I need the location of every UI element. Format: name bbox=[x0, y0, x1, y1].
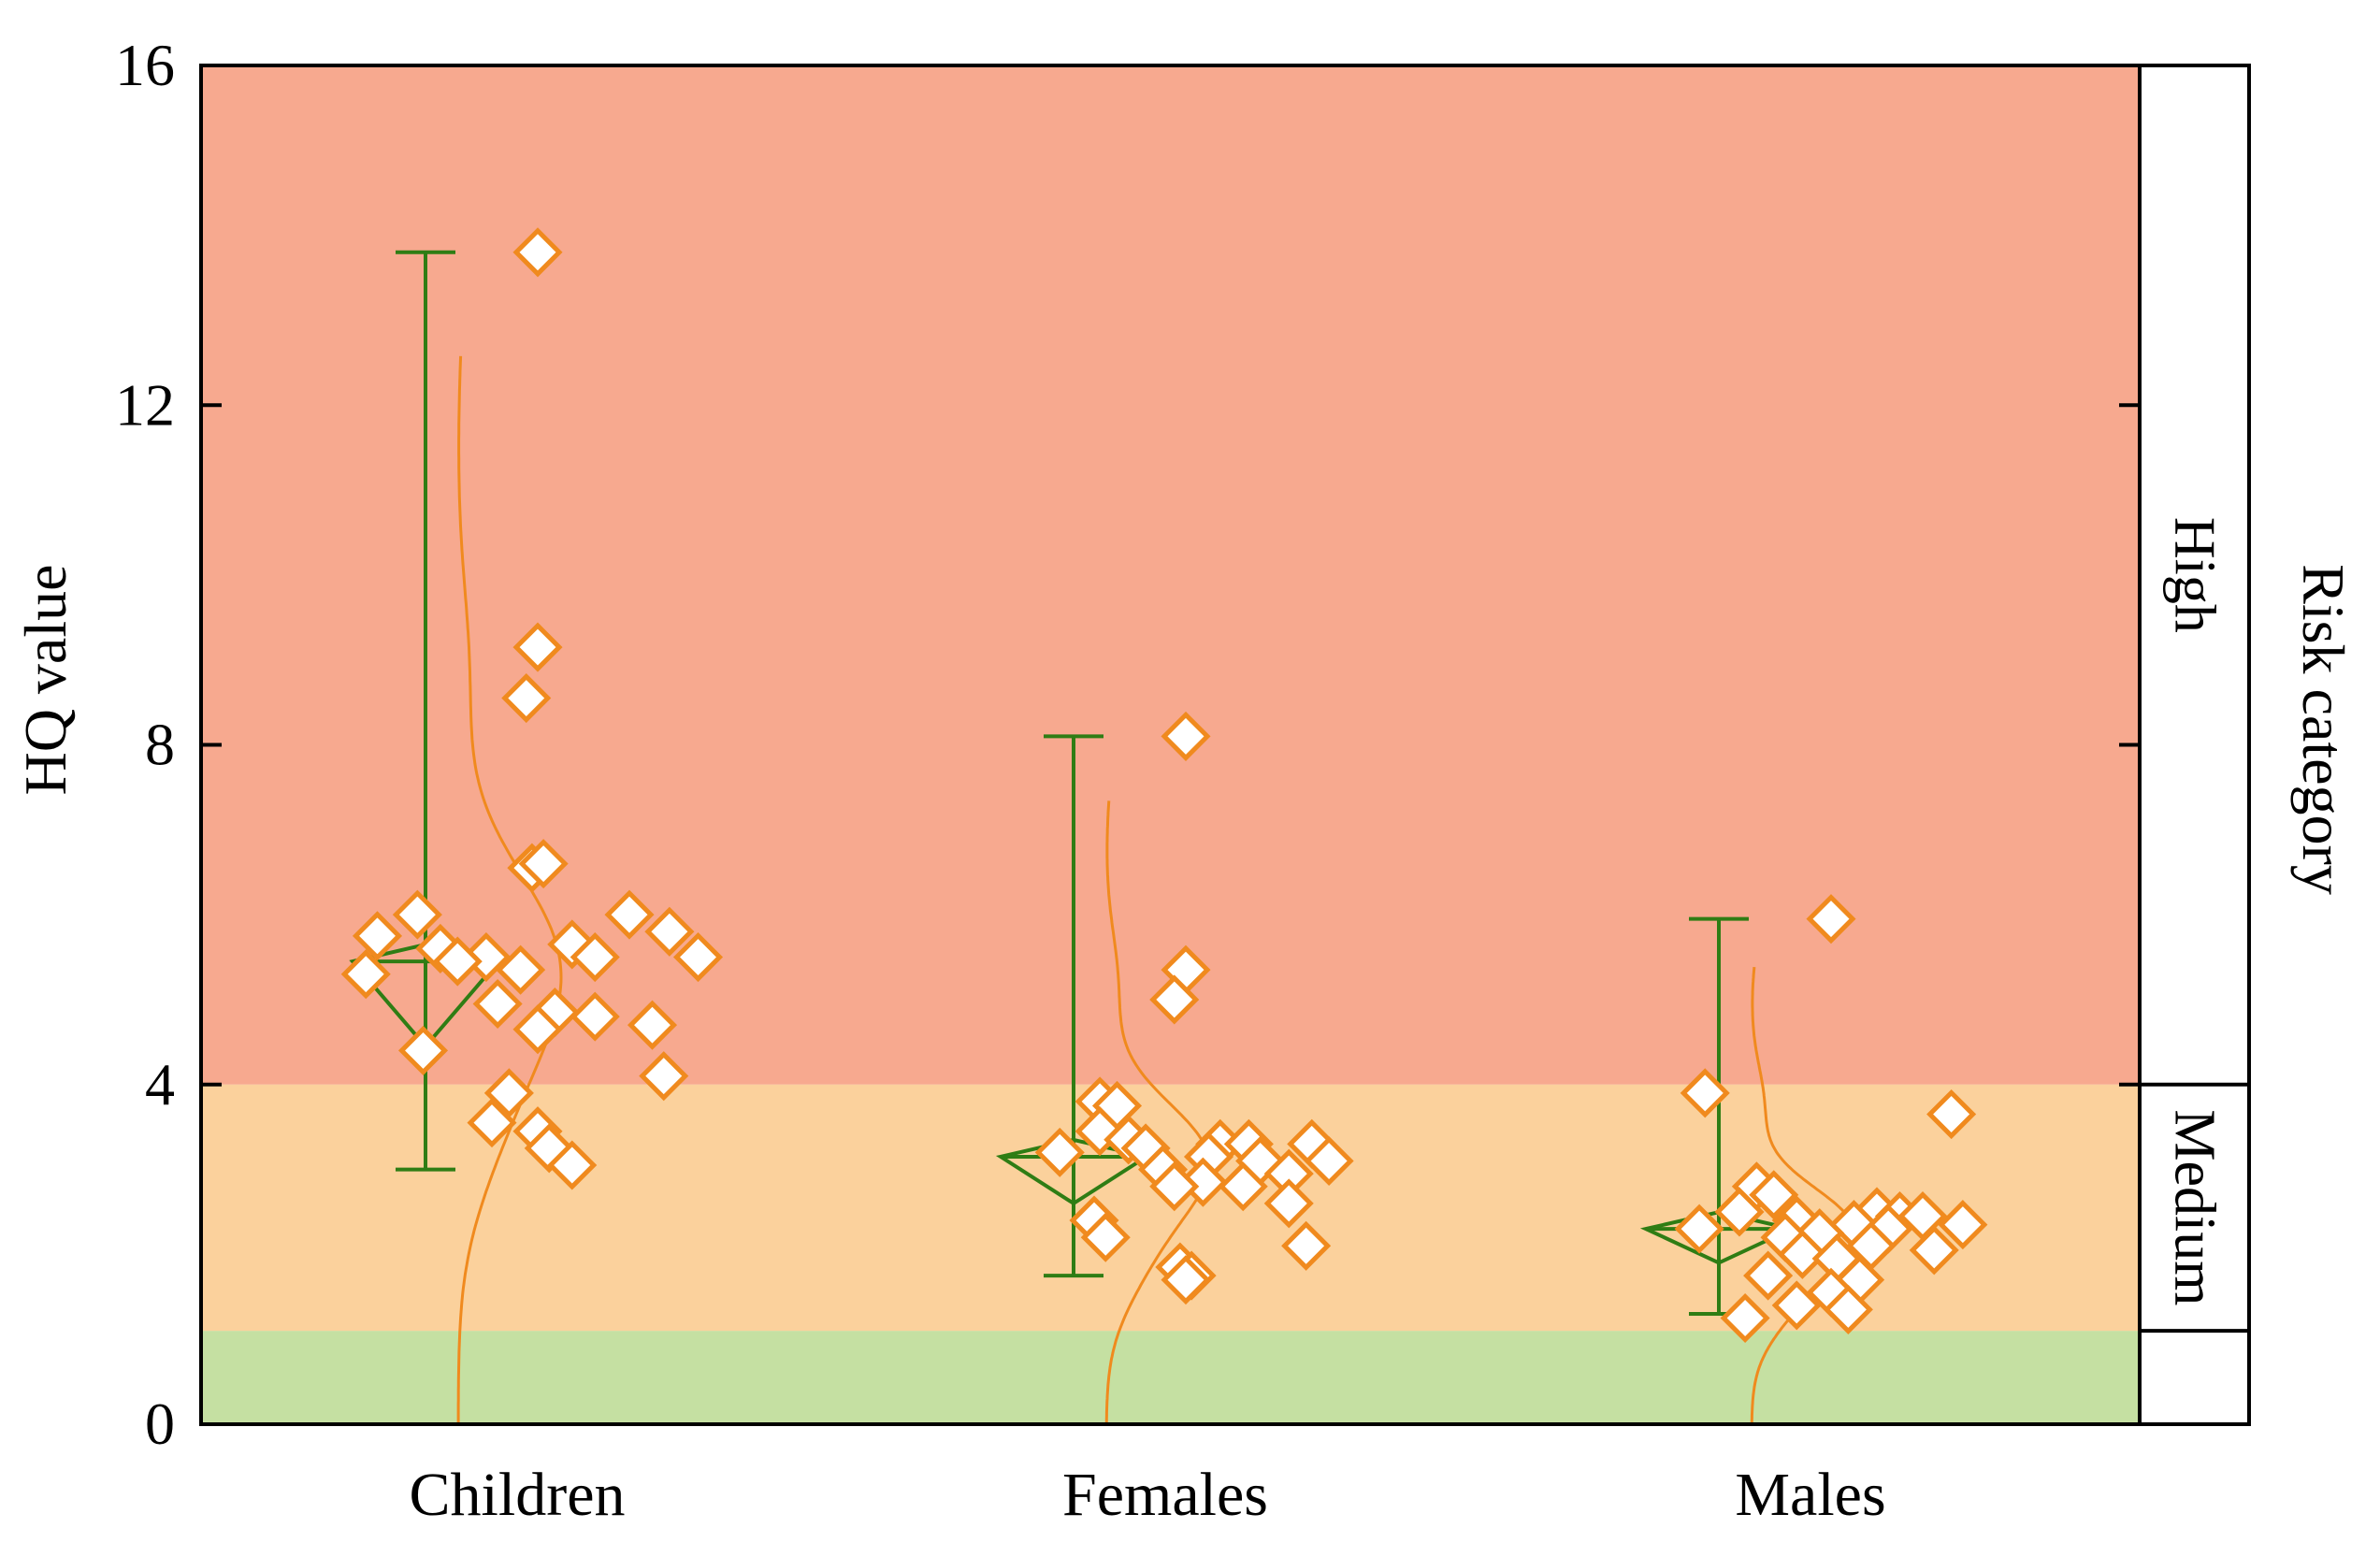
data-point-children bbox=[467, 1098, 517, 1148]
data-point-females bbox=[1218, 1161, 1268, 1212]
data-point-females bbox=[1161, 711, 1211, 761]
y-tick-label: 4 bbox=[145, 1051, 175, 1117]
data-point-children bbox=[483, 1068, 534, 1118]
data-point-males bbox=[1823, 1284, 1873, 1334]
data-point-females bbox=[1304, 1135, 1354, 1187]
data-point-children bbox=[340, 949, 391, 1000]
data-point-females bbox=[1281, 1220, 1332, 1271]
data-point-children bbox=[496, 944, 546, 995]
risk-band-low bbox=[201, 1331, 2140, 1424]
data-point-children bbox=[547, 919, 598, 970]
data-point-females bbox=[1149, 1161, 1200, 1212]
y-tick-label: 16 bbox=[115, 32, 175, 98]
data-point-females bbox=[1149, 974, 1200, 1025]
data-point-children bbox=[627, 1000, 678, 1050]
data-points bbox=[340, 227, 1988, 1344]
data-point-males bbox=[1806, 894, 1856, 944]
y-tick-label: 8 bbox=[145, 712, 175, 778]
data-point-children bbox=[570, 931, 620, 983]
density-curve-females bbox=[1104, 800, 1211, 1425]
risk-category-title: Risk category bbox=[2290, 564, 2357, 895]
density-curve-males bbox=[1750, 966, 1856, 1425]
data-point-children bbox=[392, 889, 442, 940]
risk-label-medium: Medium bbox=[2163, 1109, 2227, 1305]
data-point-males bbox=[1680, 1068, 1730, 1118]
data-point-children bbox=[352, 911, 403, 961]
data-point-females bbox=[1263, 1178, 1314, 1229]
data-point-children bbox=[644, 906, 695, 957]
data-point-females bbox=[1161, 1255, 1211, 1305]
data-point-females bbox=[1034, 1127, 1085, 1177]
risk-band-high bbox=[201, 65, 2140, 1085]
data-point-children bbox=[472, 978, 523, 1030]
x-category-label-children: Children bbox=[410, 1461, 626, 1529]
data-point-children bbox=[570, 991, 620, 1042]
y-axis-title: HQ value bbox=[12, 564, 79, 795]
data-point-males bbox=[1771, 1280, 1822, 1331]
data-point-females bbox=[1080, 1212, 1131, 1262]
data-point-children bbox=[512, 1004, 563, 1055]
data-point-children bbox=[524, 1123, 574, 1174]
data-point-males bbox=[1938, 1200, 1988, 1250]
data-point-children bbox=[604, 889, 655, 940]
data-point-males bbox=[1743, 1250, 1794, 1301]
data-point-males bbox=[1720, 1292, 1770, 1344]
data-point-children bbox=[518, 839, 569, 889]
data-point-males bbox=[1909, 1225, 1959, 1276]
x-axis: Children Females Males bbox=[410, 1461, 1886, 1529]
data-point-children bbox=[432, 936, 483, 987]
data-point-children bbox=[512, 622, 563, 672]
data-point-children bbox=[501, 673, 552, 724]
risk-panel-border bbox=[2138, 64, 2251, 1426]
data-point-children bbox=[639, 1051, 689, 1102]
data-point-males bbox=[1749, 1170, 1799, 1220]
x-category-label-males: Males bbox=[1735, 1461, 1885, 1529]
data-point-children bbox=[672, 931, 724, 983]
data-point-females bbox=[1075, 1106, 1125, 1157]
data-point-children bbox=[547, 1140, 598, 1190]
y-tick-label: 0 bbox=[145, 1391, 175, 1457]
data-point-children bbox=[397, 1025, 449, 1075]
data-point-males bbox=[1714, 1187, 1765, 1237]
x-category-label-females: Females bbox=[1062, 1461, 1268, 1529]
y-tick-label: 12 bbox=[115, 371, 175, 438]
risk-category-panel: Medium High bbox=[2138, 64, 2251, 1426]
risk-label-high: High bbox=[2163, 517, 2227, 633]
y-axis: 0 4 8 12 16 bbox=[115, 32, 2140, 1457]
data-point-males bbox=[1777, 1229, 1827, 1279]
data-point-males bbox=[1674, 1204, 1724, 1254]
data-point-children bbox=[512, 227, 563, 278]
data-point-males bbox=[1926, 1088, 1977, 1140]
